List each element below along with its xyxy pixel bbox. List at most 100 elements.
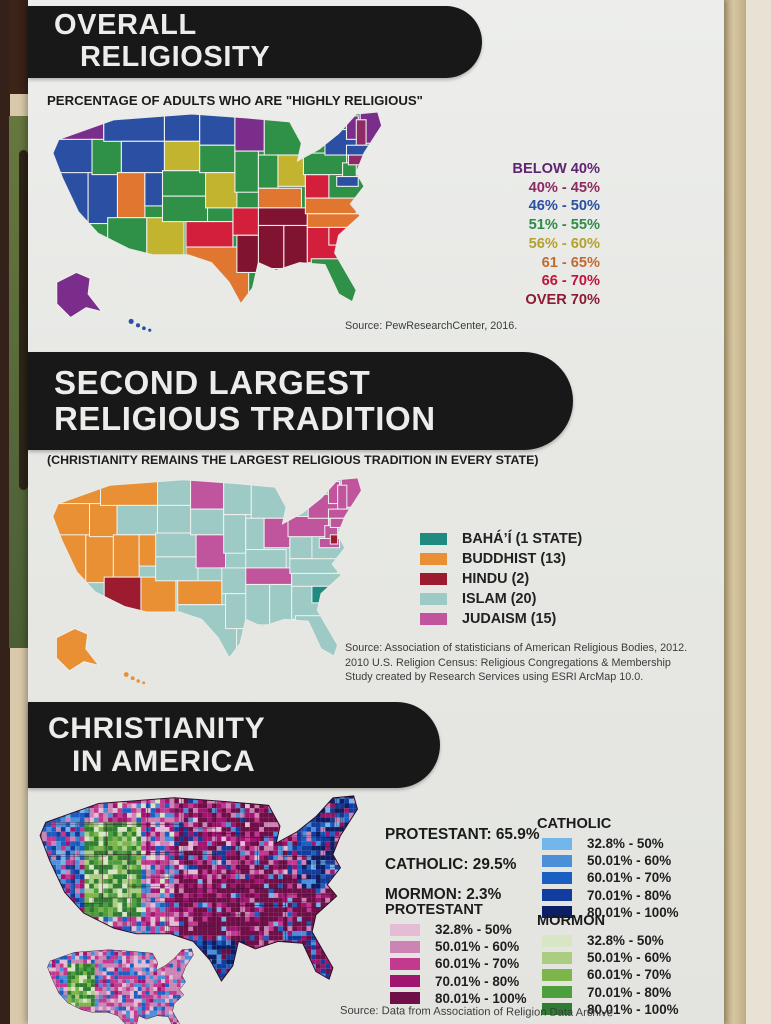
legend-label: 60.01% - 70%: [435, 956, 520, 972]
section-title-line: SECOND LARGEST: [54, 363, 371, 401]
range-legend-entry: 80.01% - 100%: [537, 904, 679, 921]
legend-label: 70.01% - 80%: [587, 887, 672, 903]
range-legend-entry: 32.8% - 50%: [537, 835, 679, 852]
legend-title: MORMON: [537, 913, 606, 929]
tradition-legend-entry: JUDAISM (15): [420, 609, 582, 629]
legend-swatch: [542, 968, 572, 981]
picture-figure: [19, 150, 28, 490]
range-legend-entry: 50.01% - 60%: [537, 852, 679, 869]
religiosity-legend-entry: BELOW 40%: [512, 161, 600, 177]
religiosity-legend-entry: 56% - 60%: [528, 235, 600, 252]
legend-swatch: [390, 923, 420, 936]
source-arda: Source: Data from Association of Religio…: [339, 1004, 614, 1020]
christianity-inset-map: [47, 948, 194, 1024]
range-legend-entry: 32.8% - 50%: [537, 932, 679, 949]
legend-label: JUDAISM (15): [462, 611, 557, 627]
legend-swatch: [542, 986, 572, 999]
tradition-legend-entry: HINDU (2): [420, 569, 582, 589]
denomination-stats: PROTESTANT: 65.9% CATHOLIC: 29.5% MORMON…: [385, 820, 540, 910]
section-title-line: IN AMERICA: [72, 745, 256, 778]
religiosity-legend: BELOW 40% 40% - 45% 46% - 50% 51% - 55% 56% …: [420, 160, 600, 310]
legend-title: CATHOLIC: [537, 816, 612, 832]
legend-label: 80.01% - 100%: [587, 904, 679, 920]
section-title-line: RELIGIOSITY: [80, 41, 271, 73]
legend-swatch: [390, 992, 420, 1005]
religiosity-legend-entry: 61 - 65%: [541, 254, 600, 271]
legend-swatch: [542, 951, 572, 964]
legend-swatch: [542, 871, 572, 884]
doorframe-right: [724, 0, 746, 1024]
second-tradition-subtitle: (CHRISTIANITY REMAINS THE LARGEST RELIGI…: [47, 453, 539, 467]
legend-label: 50.01% - 60%: [587, 853, 672, 869]
religion-poster: OVERALL RELIGIOSITY PERCENTAGE OF ADULTS…: [28, 0, 724, 1024]
legend-label: BAHÁ’Í (1 STATE): [462, 531, 583, 547]
range-legend-entry: 50.01% - 60%: [385, 938, 527, 955]
source-line: 2010 U.S. Religion Census: Religious Con…: [345, 656, 671, 669]
legend-label: 60.01% - 70%: [587, 967, 672, 983]
overall-religiosity-map: [52, 111, 383, 332]
doorframe-dark-strip: [0, 0, 10, 1024]
religiosity-legend-entry: 66 - 70%: [541, 273, 600, 290]
stat-protestant: PROTESTANT: 65.9%: [385, 826, 540, 843]
tradition-legend: BAHÁ’Í (1 STATE) BUDDHIST (13) HINDU (2) IS…: [420, 529, 582, 629]
range-legend-entry: 70.01% - 80%: [537, 887, 679, 904]
tradition-legend-entry: BUDDHIST (13): [420, 549, 582, 569]
legend-label: 50.01% - 60%: [587, 950, 672, 966]
range-legend-entry: 60.01% - 70%: [385, 955, 527, 972]
section-title-line: CHRISTIANITY: [48, 712, 266, 745]
legend-label: 70.01% - 80%: [435, 973, 520, 989]
stat-mormon: MORMON: 2.3%: [385, 886, 502, 903]
legend-swatch: [390, 940, 420, 953]
range-legend-entry: 50.01% - 60%: [537, 949, 679, 966]
range-legend-entry: 60.01% - 70%: [537, 966, 679, 983]
legend-label: HINDU (2): [462, 571, 530, 587]
legend-swatch: [542, 854, 572, 867]
legend-label: 32.8% - 50%: [587, 836, 664, 852]
overall-subtitle: PERCENTAGE OF ADULTS WHO ARE "HIGHLY REL…: [47, 93, 423, 108]
wall-corner: [9, 0, 28, 94]
source-line: Source: Association of statisticians of …: [345, 642, 688, 654]
tradition-legend-entry: ISLAM (20): [420, 589, 582, 609]
tradition-legend-entry: BAHÁ’Í (1 STATE): [420, 529, 582, 549]
source-pew: Source: PewResearchCenter, 2016.: [345, 320, 518, 332]
legend-label: 50.01% - 60%: [435, 939, 520, 955]
legend-swatch: [542, 1003, 572, 1016]
wall-right: [746, 0, 771, 1024]
legend-swatch: [390, 975, 420, 988]
religiosity-legend-entry: 46% - 50%: [528, 198, 600, 215]
protestant-legend: PROTESTANT 32.8% - 50% 50.01% - 60% 60.01% …: [385, 902, 527, 1007]
range-legend-entry: 70.01% - 80%: [537, 984, 679, 1001]
range-legend-entry: 70.01% - 80%: [385, 973, 527, 990]
second-tradition-map: [52, 477, 363, 685]
range-legend-entry: 60.01% - 70%: [537, 869, 679, 886]
range-legend-entry: 80.01% - 100%: [537, 1001, 679, 1018]
second-tradition-banner: SECOND LARGEST RELIGIOUS TRADITION: [28, 352, 573, 450]
stat-catholic: CATHOLIC: 29.5%: [385, 856, 517, 873]
mormon-legend: MORMON 32.8% - 50% 50.01% - 60% 60.01% - 70…: [537, 913, 679, 1018]
legend-swatch: [420, 553, 447, 565]
legend-swatch: [542, 934, 572, 947]
source-line: Study created by Research Services using…: [345, 671, 644, 684]
legend-swatch: [542, 837, 572, 850]
legend-swatch: [542, 906, 572, 919]
legend-label: BUDDHIST (13): [462, 551, 566, 567]
legend-label: 32.8% - 50%: [587, 933, 664, 949]
source-religion-census: Source: Association of statisticians of …: [345, 641, 687, 685]
legend-label: 70.01% - 80%: [587, 984, 672, 1000]
overall-religiosity-banner: OVERALL RELIGIOSITY: [28, 6, 482, 78]
religiosity-legend-entry: 40% - 45%: [528, 179, 600, 196]
section-title-line: RELIGIOUS TRADITION: [54, 400, 436, 437]
catholic-legend: CATHOLIC 32.8% - 50% 50.01% - 60% 60.01% - …: [537, 816, 679, 921]
legend-swatch: [420, 613, 447, 625]
legend-label: 80.01% - 100%: [435, 990, 527, 1006]
legend-title: PROTESTANT: [385, 902, 483, 918]
section-title-line: OVERALL: [54, 9, 197, 42]
religiosity-legend-entry: OVER 70%: [525, 291, 600, 308]
legend-swatch: [542, 889, 572, 902]
range-legend-entry: 80.01% - 100%: [385, 990, 527, 1007]
legend-label: ISLAM (20): [462, 591, 537, 607]
christianity-banner: CHRISTIANITY IN AMERICA: [28, 702, 440, 788]
legend-swatch: [390, 957, 420, 970]
legend-swatch: [420, 593, 447, 605]
